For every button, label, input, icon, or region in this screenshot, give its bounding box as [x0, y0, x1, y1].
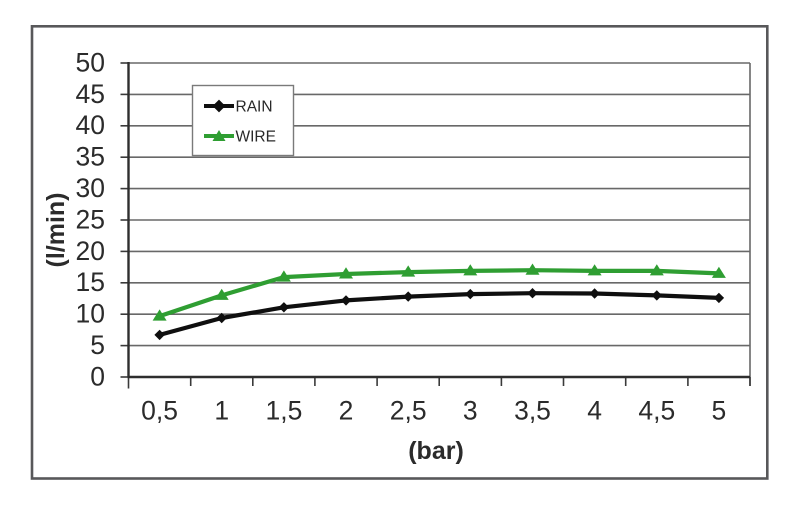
svg-text:15: 15	[76, 267, 105, 297]
svg-text:(l/min): (l/min)	[42, 193, 70, 268]
svg-text:3: 3	[463, 395, 478, 425]
svg-text:4: 4	[587, 395, 602, 425]
svg-text:0: 0	[90, 361, 105, 391]
svg-text:5: 5	[712, 395, 727, 425]
svg-text:5: 5	[90, 330, 105, 360]
svg-text:35: 35	[76, 142, 105, 172]
svg-text:10: 10	[76, 299, 105, 329]
svg-text:25: 25	[76, 204, 105, 234]
svg-text:3,5: 3,5	[514, 395, 551, 425]
svg-text:40: 40	[76, 110, 105, 140]
svg-text:WIRE: WIRE	[236, 129, 276, 146]
svg-text:30: 30	[76, 173, 105, 203]
svg-text:2,5: 2,5	[390, 395, 427, 425]
svg-text:RAIN: RAIN	[236, 99, 273, 116]
svg-text:1: 1	[214, 395, 229, 425]
svg-text:4,5: 4,5	[638, 395, 675, 425]
svg-text:0,5: 0,5	[141, 395, 178, 425]
svg-text:(bar): (bar)	[408, 437, 464, 465]
svg-text:20: 20	[76, 236, 105, 266]
svg-text:1,5: 1,5	[265, 395, 302, 425]
svg-text:45: 45	[76, 79, 105, 109]
svg-text:2: 2	[339, 395, 354, 425]
svg-text:50: 50	[76, 47, 105, 77]
